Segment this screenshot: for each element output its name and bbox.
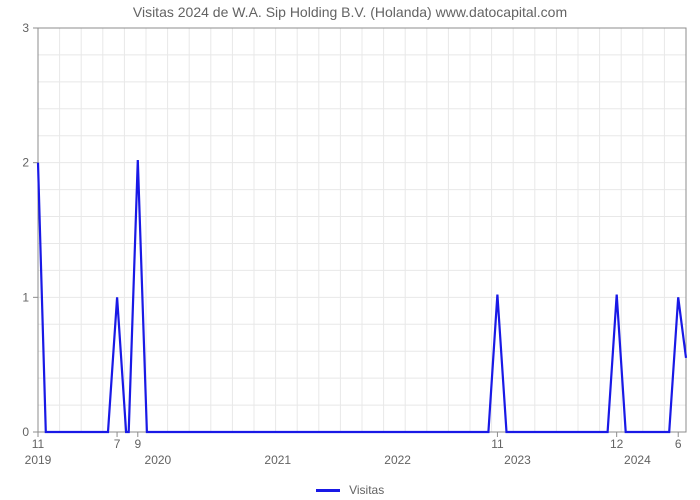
svg-text:6: 6 [675, 437, 682, 451]
svg-text:3: 3 [22, 21, 29, 35]
svg-text:11: 11 [32, 437, 45, 451]
svg-text:11: 11 [491, 437, 504, 451]
chart-container: { "chart": { "type": "line", "title": "V… [0, 0, 700, 500]
svg-text:2023: 2023 [504, 453, 531, 467]
svg-text:12: 12 [610, 437, 624, 451]
svg-text:2019: 2019 [25, 453, 52, 467]
legend: Visitas [0, 482, 700, 497]
svg-text:2020: 2020 [145, 453, 172, 467]
svg-text:9: 9 [134, 437, 141, 451]
svg-text:2022: 2022 [384, 453, 411, 467]
svg-text:2021: 2021 [264, 453, 291, 467]
line-chart: 0123117911126201920202021202220232024 [0, 0, 700, 470]
chart-title: Visitas 2024 de W.A. Sip Holding B.V. (H… [0, 4, 700, 20]
svg-text:2: 2 [22, 156, 29, 170]
svg-text:0: 0 [22, 425, 29, 439]
legend-swatch [316, 489, 340, 492]
svg-text:2024: 2024 [624, 453, 651, 467]
svg-text:7: 7 [114, 437, 121, 451]
legend-label: Visitas [349, 483, 384, 497]
svg-text:1: 1 [22, 290, 29, 304]
